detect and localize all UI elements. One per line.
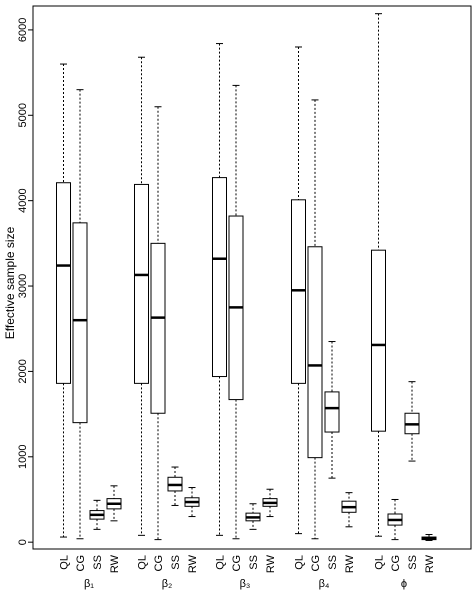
method-label: SS (92, 555, 104, 570)
method-label: QL (374, 555, 386, 570)
method-label: SS (170, 555, 182, 570)
x-axis-labels: QL CG SS RW β₁ QL CG SS RW β₂ QL CG SS RW β₃ QL CG SS RW β₄… (59, 554, 437, 590)
y-tick-label: 5000 (17, 103, 29, 127)
box-rect (134, 183, 149, 384)
group-label: β₄ (319, 578, 330, 590)
group-label: ϕ (401, 578, 407, 590)
y-tick-label: 2000 (17, 359, 29, 383)
box-rect (72, 222, 88, 424)
group-label: β₁ (84, 578, 94, 590)
plot-frame (32, 5, 472, 550)
method-label: QL (215, 555, 227, 570)
box-rect (56, 182, 71, 384)
method-label: CG (153, 555, 165, 572)
y-tick-label: 6000 (17, 18, 29, 42)
method-label: RW (344, 554, 356, 573)
method-label: RW (187, 554, 199, 573)
box-rect (150, 242, 166, 414)
method-label: QL (294, 555, 306, 570)
method-label: CG (231, 555, 243, 572)
method-label: QL (137, 555, 149, 570)
box-rect (291, 199, 306, 384)
method-label: RW (109, 554, 121, 573)
y-tick-label: 3000 (17, 274, 29, 298)
y-axis-label: Effective sample size (3, 226, 17, 339)
box-rect (307, 246, 323, 459)
method-label: CG (310, 555, 322, 572)
method-label: SS (407, 555, 419, 570)
method-label: RW (265, 554, 277, 573)
group-label: β₂ (162, 578, 173, 590)
method-label: SS (248, 555, 260, 570)
y-axis: 0 1000 2000 3000 4000 5000 6000 (17, 18, 33, 545)
method-label: QL (59, 555, 71, 570)
method-label: CG (390, 555, 402, 572)
box-rect (212, 177, 227, 378)
box-rect (324, 391, 340, 433)
method-label: CG (75, 555, 87, 572)
y-tick-label: 0 (17, 539, 29, 545)
group-label: β₃ (240, 578, 251, 590)
box-rect (371, 249, 386, 432)
box-series (56, 13, 437, 541)
y-tick-label: 4000 (17, 188, 29, 212)
method-label: SS (327, 555, 339, 570)
y-tick-label: 1000 (17, 445, 29, 469)
method-label: RW (424, 554, 436, 573)
